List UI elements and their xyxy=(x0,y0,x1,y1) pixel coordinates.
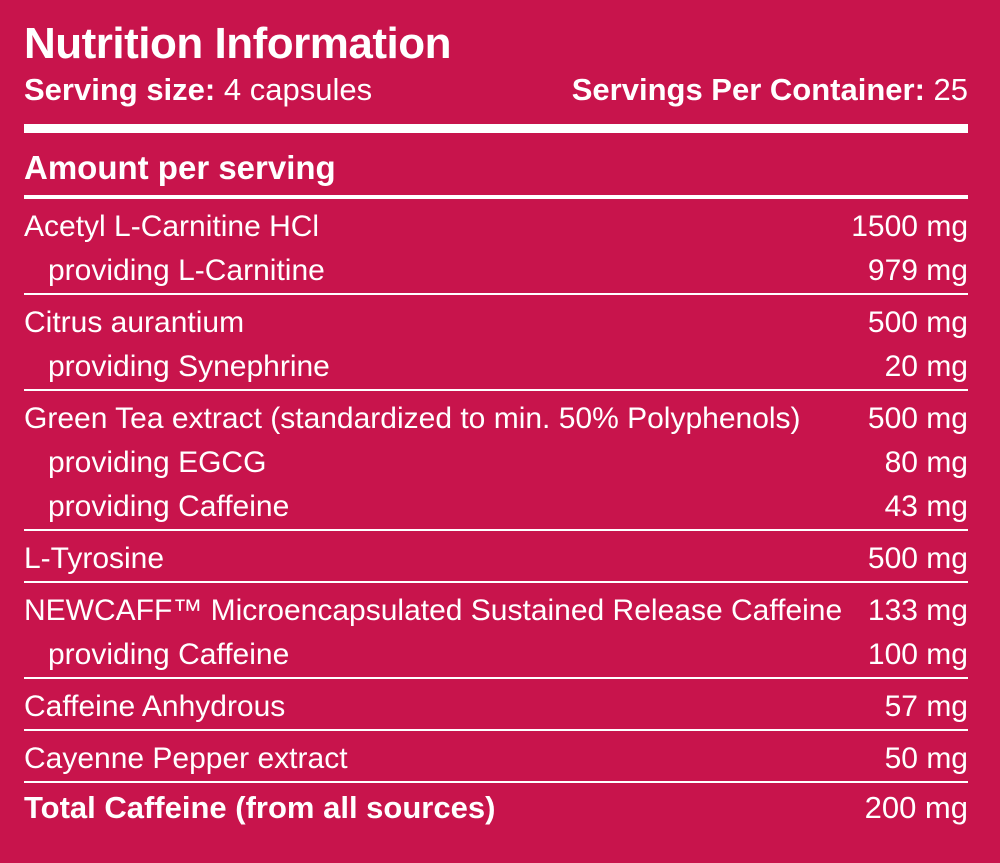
ingredient-row: Citrus aurantium 500 mg xyxy=(24,301,968,345)
serving-size-label: Serving size: xyxy=(24,72,216,107)
ingredient-amount: 43 mg xyxy=(884,490,968,523)
ingredient-amount: 979 mg xyxy=(867,254,968,287)
ingredient-amount: 50 mg xyxy=(884,742,968,775)
ingredient-name: providing L-Carnitine xyxy=(48,254,325,287)
ingredient-subrow: providing Caffeine 100 mg xyxy=(24,633,968,677)
ingredient-name: Citrus aurantium xyxy=(24,306,245,339)
ingredient-row: NEWCAFF™ Microencapsulated Sustained Rel… xyxy=(24,589,968,633)
ingredient-amount: 500 mg xyxy=(867,402,968,435)
ingredient-row: Acetyl L-Carnitine HCl 1500 mg xyxy=(24,205,968,249)
ingredient-name: L-Tyrosine xyxy=(24,542,165,575)
ingredient-amount: 80 mg xyxy=(884,446,968,479)
total-caffeine-row: Total Caffeine (from all sources) 200 mg xyxy=(24,783,968,831)
ingredient-name: Caffeine Anhydrous xyxy=(24,690,286,723)
total-caffeine-amount: 200 mg xyxy=(864,790,968,825)
ingredient-group: Green Tea extract (standardized to min. … xyxy=(24,391,968,531)
amount-per-serving-heading: Amount per serving xyxy=(24,149,336,186)
ingredient-name: providing Synephrine xyxy=(48,350,330,383)
ingredient-group: Caffeine Anhydrous 57 mg xyxy=(24,679,968,731)
serving-size-value: 4 capsules xyxy=(223,72,373,107)
ingredient-group: Acetyl L-Carnitine HCl 1500 mg providing… xyxy=(24,199,968,295)
ingredient-subrow: providing L-Carnitine 979 mg xyxy=(24,249,968,293)
ingredient-row: Caffeine Anhydrous 57 mg xyxy=(24,685,968,729)
ingredient-amount: 100 mg xyxy=(867,638,968,671)
ingredient-name: Green Tea extract (standardized to min. … xyxy=(24,402,801,435)
serving-size: Serving size: 4 capsules xyxy=(24,70,372,110)
ingredient-subrow: providing Caffeine 43 mg xyxy=(24,485,968,529)
ingredient-name: providing Caffeine xyxy=(48,490,290,523)
ingredient-name: providing Caffeine xyxy=(48,638,290,671)
ingredient-amount: 500 mg xyxy=(867,306,968,339)
ingredient-group: Citrus aurantium 500 mg providing Syneph… xyxy=(24,295,968,391)
ingredient-group: NEWCAFF™ Microencapsulated Sustained Rel… xyxy=(24,583,968,679)
ingredient-amount: 57 mg xyxy=(884,690,968,723)
servings-per-container-label: Servings Per Container: xyxy=(571,72,925,107)
thick-divider xyxy=(24,124,968,133)
ingredient-group: Cayenne Pepper extract 50 mg xyxy=(24,731,968,783)
ingredient-group: L-Tyrosine 500 mg xyxy=(24,531,968,583)
servings-per-container-value: 25 xyxy=(933,72,968,107)
ingredient-amount: 500 mg xyxy=(867,542,968,575)
ingredient-amount: 20 mg xyxy=(884,350,968,383)
ingredient-name: NEWCAFF™ Microencapsulated Sustained Rel… xyxy=(24,594,843,627)
total-caffeine-label: Total Caffeine (from all sources) xyxy=(24,790,496,825)
servings-per-container: Servings Per Container: 25 xyxy=(572,70,968,110)
ingredient-row: Cayenne Pepper extract 50 mg xyxy=(24,737,968,781)
ingredient-subrow: providing EGCG 80 mg xyxy=(24,441,968,485)
ingredient-name: Acetyl L-Carnitine HCl xyxy=(24,210,320,243)
serving-info: Serving size: 4 capsules Servings Per Co… xyxy=(24,70,968,110)
ingredient-amount: 133 mg xyxy=(867,594,968,627)
medium-divider xyxy=(24,195,968,199)
ingredient-row: Green Tea extract (standardized to min. … xyxy=(24,397,968,441)
ingredient-amount: 1500 mg xyxy=(851,210,968,243)
ingredient-name: Cayenne Pepper extract xyxy=(24,742,348,775)
ingredient-subrow: providing Synephrine 20 mg xyxy=(24,345,968,389)
ingredient-row: L-Tyrosine 500 mg xyxy=(24,537,968,581)
ingredient-name: providing EGCG xyxy=(48,446,267,479)
nutrition-title: Nutrition Information xyxy=(24,19,452,68)
